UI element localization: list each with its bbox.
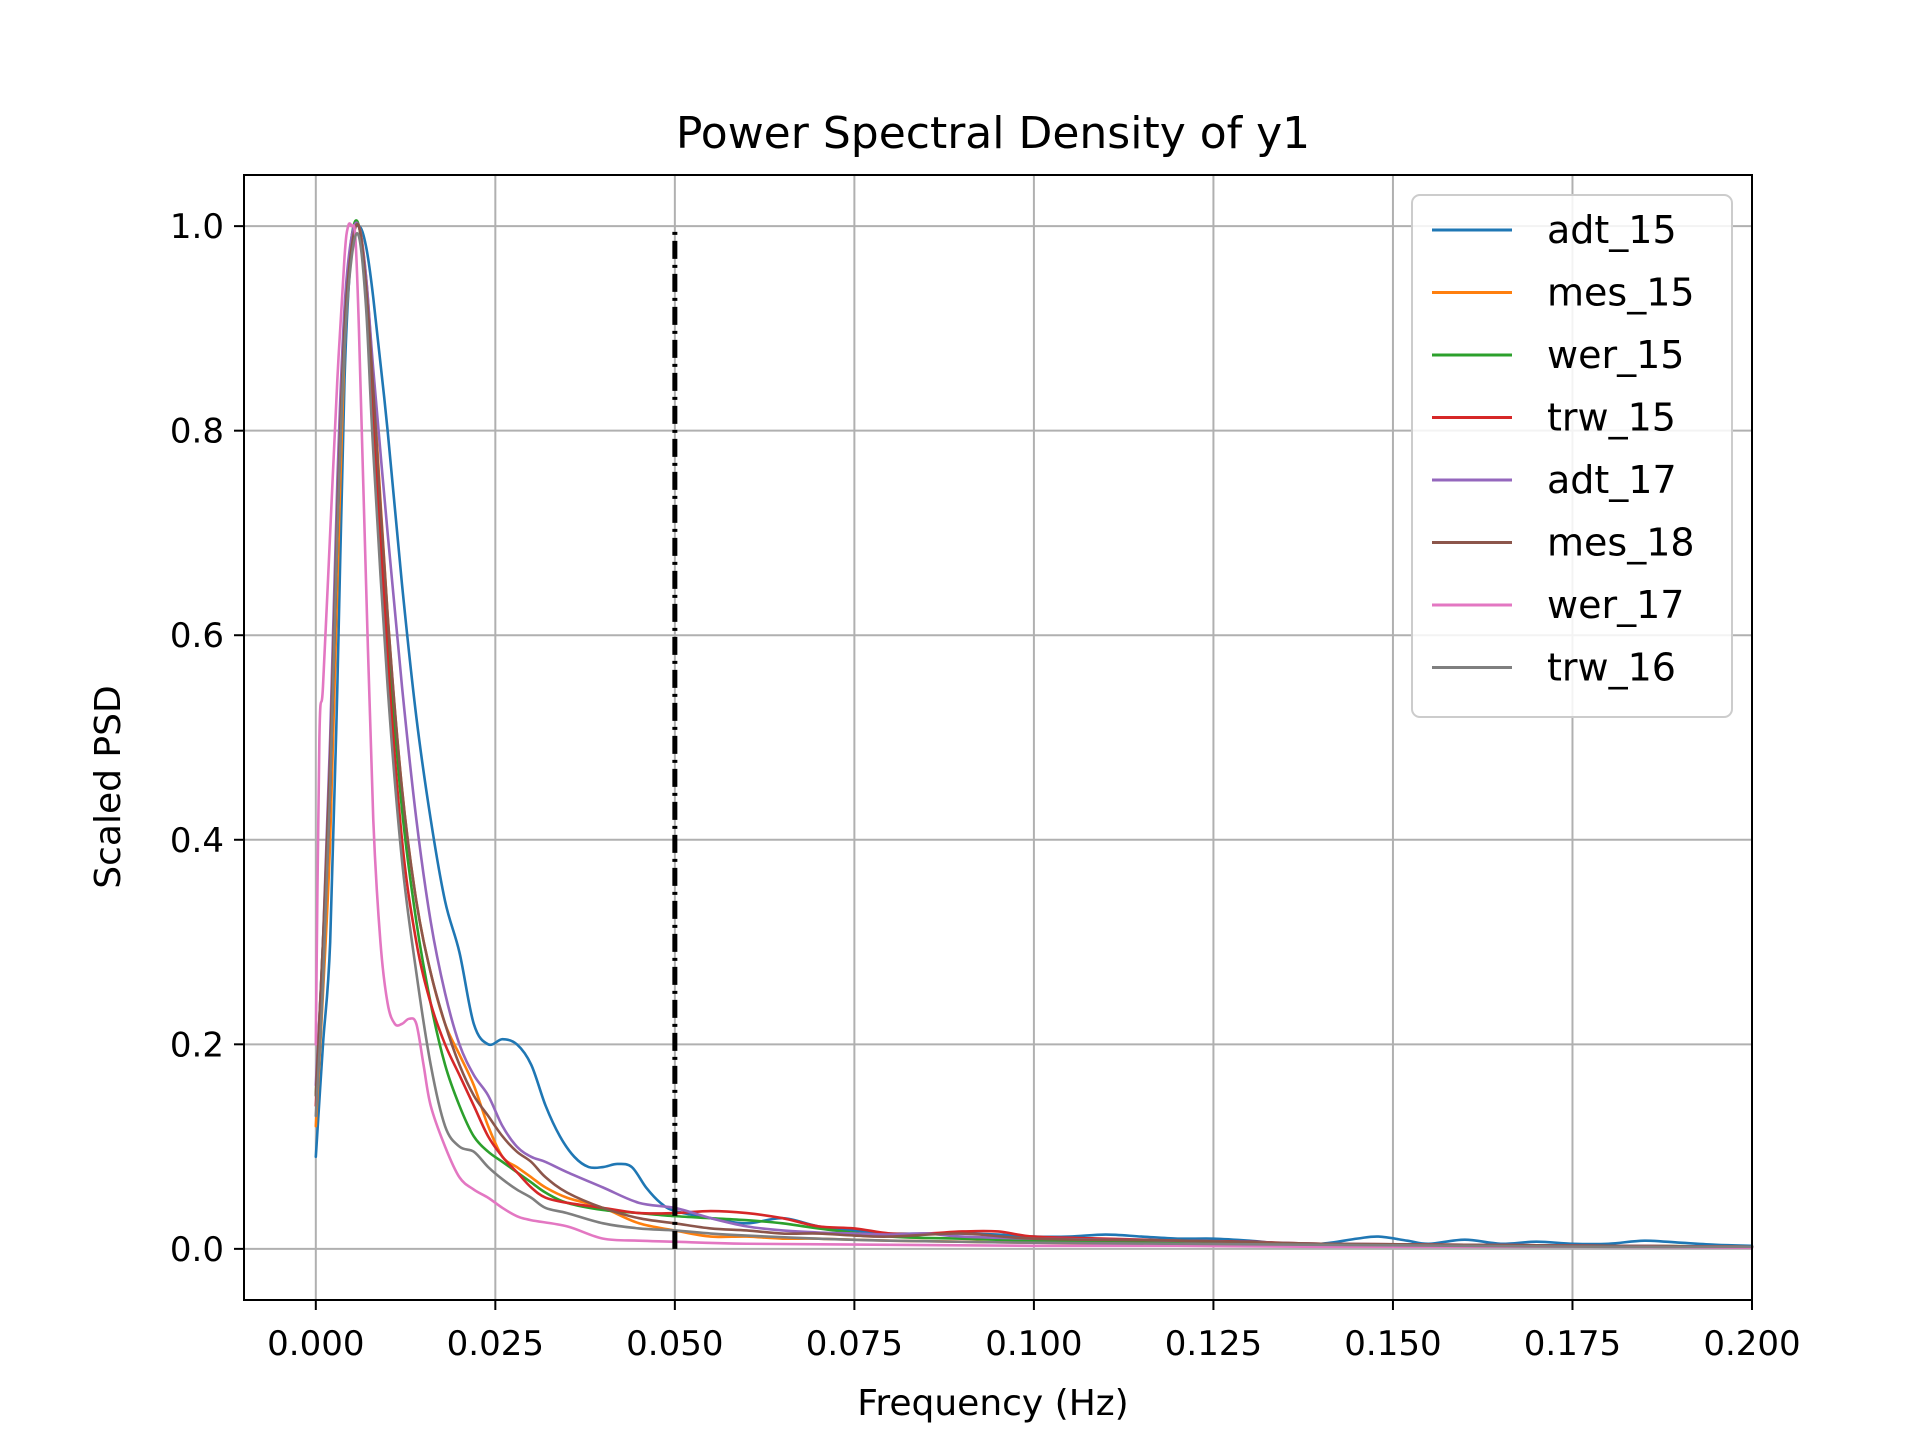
legend-label-trw-15: trw_15 — [1547, 396, 1676, 440]
legend-label-trw-16: trw_16 — [1547, 646, 1676, 690]
series-line-mes-18 — [314, 222, 1754, 1249]
x-tick-label: 0.025 — [447, 1324, 544, 1364]
x-tick-label: 0.200 — [1703, 1324, 1800, 1364]
x-tick-label: 0.125 — [1165, 1324, 1262, 1364]
y-axis-label: Scaled PSD — [88, 685, 129, 888]
x-tick-label: 0.175 — [1524, 1324, 1621, 1364]
legend-box — [1411, 194, 1733, 718]
y-tick-label: 0.6 — [170, 616, 224, 656]
legend-label-wer-15: wer_15 — [1547, 333, 1684, 377]
legend-label-wer-17: wer_17 — [1547, 583, 1684, 627]
y-tick-label: 0.4 — [170, 821, 224, 861]
legend-label-adt-15: adt_15 — [1547, 208, 1677, 252]
x-tick-label: 0.100 — [985, 1324, 1082, 1364]
series-line-adt-15 — [314, 224, 1754, 1248]
plot-frame — [243, 174, 1753, 1301]
x-tick-label: 0.075 — [806, 1324, 903, 1364]
x-tick-label: 0.150 — [1344, 1324, 1441, 1364]
legend-label-mes-15: mes_15 — [1547, 271, 1695, 315]
series-layer — [314, 219, 1754, 1250]
y-tick-label: 1.0 — [170, 207, 224, 247]
chart-title: Power Spectral Density of y1 — [676, 108, 1310, 159]
legend-label-mes-18: mes_18 — [1547, 521, 1695, 565]
legend-label-adt-17: adt_17 — [1547, 458, 1677, 502]
series-line-adt-17 — [314, 221, 1754, 1249]
y-tick-label: 0.2 — [170, 1025, 224, 1065]
x-tick-label: 0.000 — [267, 1324, 364, 1364]
series-line-trw-16 — [314, 232, 1754, 1249]
series-line-wer-17 — [314, 222, 1754, 1250]
x-tick-label: 0.050 — [626, 1324, 723, 1364]
ticks: 0.000 0.025 0.050 0.075 0.100 0.125 0.150 0.175… — [170, 207, 1801, 1364]
legend: adt_15 mes_15 wer_15 trw_15 adt_17 mes_18 wer_… — [1411, 194, 1733, 718]
y-tick-label: 0.0 — [170, 1230, 224, 1270]
y-tick-label: 0.8 — [170, 412, 224, 452]
x-axis-label: Frequency (Hz) — [857, 1383, 1128, 1424]
